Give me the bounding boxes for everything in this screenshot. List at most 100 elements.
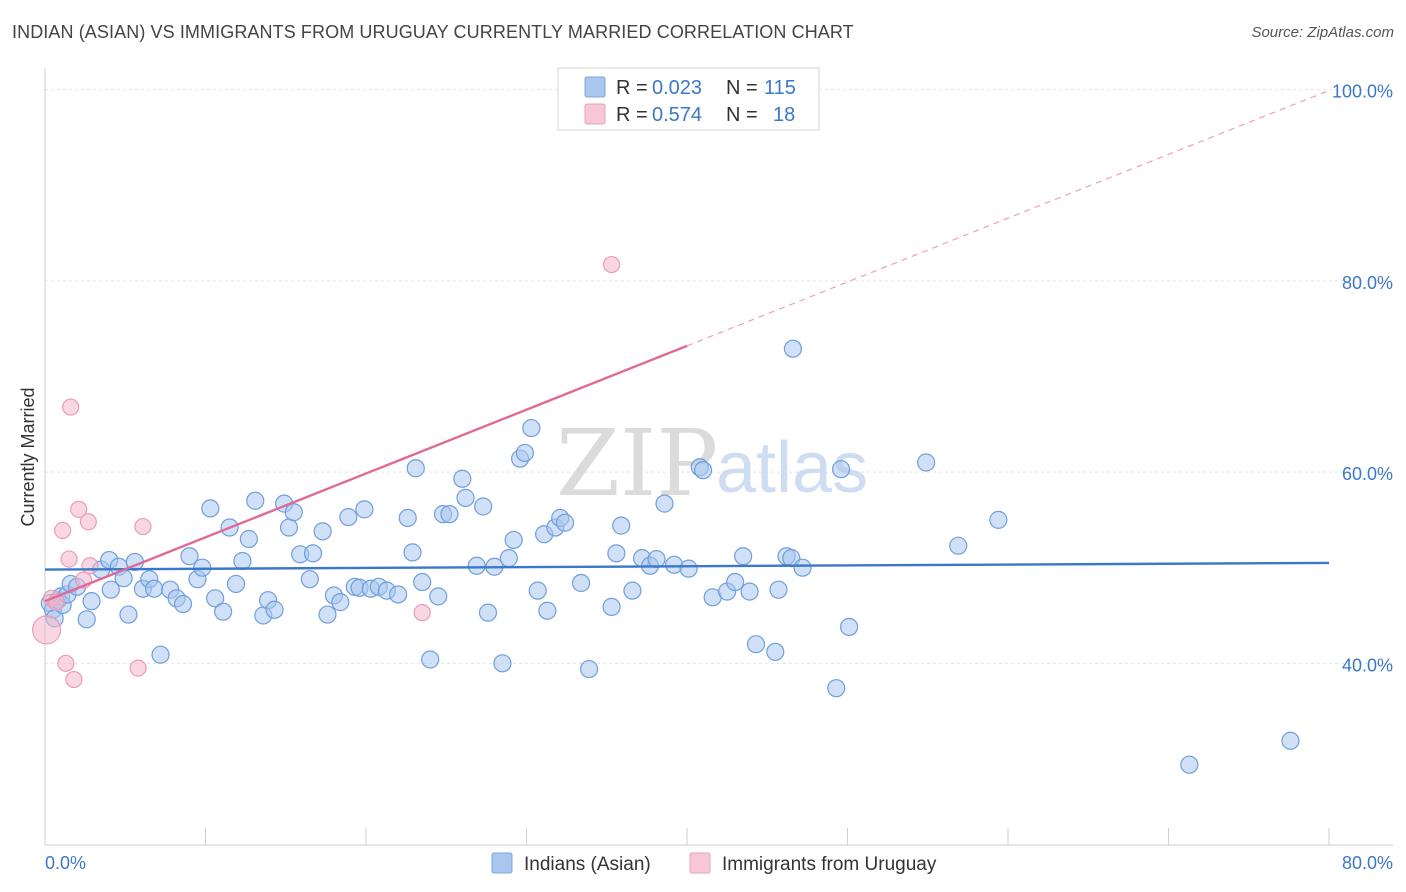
legend-r-label-2: R = xyxy=(616,104,648,126)
point-indians-asian xyxy=(612,516,631,535)
point-indians-asian xyxy=(101,580,120,599)
y-tick-label-2: 80.0% xyxy=(1342,273,1393,293)
point-indians-asian xyxy=(206,589,225,608)
point-uruguay xyxy=(134,517,152,536)
point-uruguay xyxy=(602,255,621,274)
point-indians-asian xyxy=(239,529,258,549)
point-indians-asian xyxy=(504,530,523,550)
legend-n-value-2: 18 xyxy=(773,104,795,126)
point-indians-asian xyxy=(793,558,812,577)
x-tick-label-left: 0.0% xyxy=(45,853,86,873)
point-uruguay xyxy=(129,659,147,677)
point-indians-asian xyxy=(151,645,170,664)
point-indians-asian xyxy=(331,593,350,612)
point-indians-asian xyxy=(831,460,851,479)
point-indians-asian xyxy=(734,547,753,566)
legend-swatch-blue xyxy=(584,76,606,98)
y-tick-label-3: 100.0% xyxy=(1332,82,1393,102)
point-indians-asian xyxy=(467,556,486,575)
point-indians-asian xyxy=(421,650,440,669)
point-indians-asian xyxy=(528,581,547,600)
point-indians-asian xyxy=(840,617,859,637)
point-indians-asian xyxy=(478,603,498,622)
bottom-legend-label-2: Immigrants from Uruguay xyxy=(722,854,937,875)
legend-swatch-pink xyxy=(584,103,606,125)
y-tick-label-1: 60.0% xyxy=(1342,464,1393,484)
point-indians-asian xyxy=(284,503,303,522)
point-uruguay xyxy=(54,521,72,539)
series-uruguay-points xyxy=(32,255,621,689)
gridlines xyxy=(45,89,1393,664)
x-tick-label-right: 80.0% xyxy=(1342,853,1393,873)
point-indians-asian xyxy=(499,549,518,568)
point-indians-asian xyxy=(579,659,599,679)
y-tick-label-0: 40.0% xyxy=(1342,655,1393,675)
point-indians-asian xyxy=(555,513,575,532)
point-indians-asian xyxy=(917,453,936,472)
point-indians-asian xyxy=(456,488,475,507)
point-indians-asian xyxy=(522,418,541,438)
point-uruguay xyxy=(70,500,88,518)
point-indians-asian xyxy=(493,654,512,673)
point-indians-asian xyxy=(246,491,265,510)
point-indians-asian xyxy=(389,585,408,604)
point-uruguay xyxy=(62,398,80,416)
series-legend: Indians (Asian) Immigrants from Uruguay xyxy=(491,852,937,875)
point-indians-asian xyxy=(406,459,425,478)
point-indians-asian xyxy=(265,600,284,619)
y-axis-label: Currently Married xyxy=(18,387,38,526)
point-indians-asian xyxy=(77,610,96,629)
point-indians-asian xyxy=(313,522,332,541)
point-indians-asian xyxy=(655,494,674,513)
point-indians-asian xyxy=(403,543,422,562)
correlation-legend: R = 0.023 N = 115 R = 0.574 N = 18 xyxy=(557,67,820,131)
point-indians-asian xyxy=(515,443,534,463)
point-indians-asian xyxy=(602,597,621,616)
point-indians-asian xyxy=(440,505,459,524)
point-indians-asian xyxy=(453,469,472,488)
point-indians-asian xyxy=(180,547,199,566)
point-indians-asian xyxy=(145,579,164,598)
point-indians-asian xyxy=(607,544,626,563)
point-indians-asian xyxy=(679,559,698,578)
point-indians-asian xyxy=(1180,755,1199,774)
point-uruguay xyxy=(81,557,99,575)
point-indians-asian xyxy=(1281,731,1300,750)
point-indians-asian xyxy=(82,592,101,611)
legend-n-label-2: N = xyxy=(726,104,758,126)
legend-r-label-1: R = xyxy=(616,77,648,99)
source-credit: Source: ZipAtlas.com xyxy=(1251,24,1394,41)
point-indians-asian xyxy=(571,573,591,593)
point-indians-asian xyxy=(119,605,138,624)
point-uruguay xyxy=(413,604,431,622)
legend-r-value-1: 0.023 xyxy=(652,77,702,99)
point-indians-asian xyxy=(766,642,785,661)
watermark: ZIP atlas xyxy=(556,410,868,517)
legend-r-value-2: 0.574 xyxy=(652,104,702,126)
bottom-legend-label-1: Indians (Asian) xyxy=(524,854,651,875)
watermark-zip: ZIP xyxy=(556,410,718,517)
point-indians-asian xyxy=(693,461,713,480)
point-indians-asian xyxy=(201,499,220,518)
point-indians-asian xyxy=(233,551,252,571)
point-indians-asian xyxy=(413,572,432,592)
point-indians-asian xyxy=(429,587,448,606)
point-uruguay xyxy=(60,550,78,568)
trend-lines xyxy=(44,89,1330,603)
point-indians-asian xyxy=(989,510,1008,529)
bottom-legend-swatch-pink xyxy=(689,852,711,874)
x-axis-ticks xyxy=(44,828,1330,845)
point-indians-asian xyxy=(474,497,493,516)
point-indians-asian xyxy=(303,544,323,563)
point-indians-asian xyxy=(318,605,337,624)
series-indians-asian-points xyxy=(40,339,1300,774)
legend-n-value-1: 115 xyxy=(764,77,796,99)
point-uruguay xyxy=(32,615,62,645)
point-indians-asian xyxy=(226,574,246,594)
point-indians-asian xyxy=(398,508,417,528)
point-indians-asian xyxy=(827,679,846,698)
trend-line-uruguay xyxy=(44,344,688,603)
point-indians-asian xyxy=(300,570,319,589)
legend-n-label-1: N = xyxy=(726,77,758,99)
